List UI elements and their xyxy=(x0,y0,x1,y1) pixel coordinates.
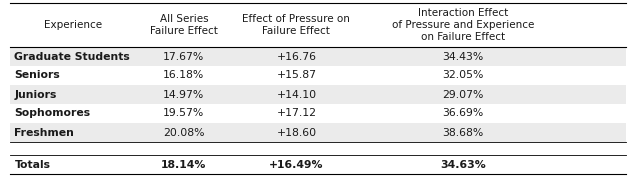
Text: 20.08%: 20.08% xyxy=(163,127,205,138)
Text: +18.60: +18.60 xyxy=(277,127,317,138)
Text: 29.07%: 29.07% xyxy=(442,89,483,100)
Text: 38.68%: 38.68% xyxy=(443,127,483,138)
Text: Freshmen: Freshmen xyxy=(15,127,74,138)
Text: 17.67%: 17.67% xyxy=(163,51,204,62)
Text: 36.69%: 36.69% xyxy=(443,108,483,119)
Bar xyxy=(10,47,626,66)
Bar xyxy=(10,123,626,142)
Text: Experience: Experience xyxy=(44,20,102,30)
Text: 14.97%: 14.97% xyxy=(163,89,204,100)
Text: Totals: Totals xyxy=(15,159,50,169)
Text: Sophomores: Sophomores xyxy=(15,108,90,119)
Bar xyxy=(10,155,626,174)
Text: 32.05%: 32.05% xyxy=(442,70,483,81)
Text: Graduate Students: Graduate Students xyxy=(15,51,130,62)
Bar xyxy=(10,66,626,85)
Text: +16.49%: +16.49% xyxy=(269,159,324,169)
Text: Juniors: Juniors xyxy=(15,89,57,100)
Text: 34.43%: 34.43% xyxy=(443,51,483,62)
Text: 16.18%: 16.18% xyxy=(163,70,204,81)
Text: +16.76: +16.76 xyxy=(277,51,316,62)
Text: All Series
Failure Effect: All Series Failure Effect xyxy=(150,14,218,36)
Text: 19.57%: 19.57% xyxy=(163,108,204,119)
Text: 18.14%: 18.14% xyxy=(161,159,207,169)
Bar xyxy=(10,3,626,47)
Text: +17.12: +17.12 xyxy=(277,108,316,119)
Text: Seniors: Seniors xyxy=(15,70,60,81)
Bar xyxy=(10,85,626,104)
Text: +14.10: +14.10 xyxy=(277,89,317,100)
Text: Effect of Pressure on
Failure Effect: Effect of Pressure on Failure Effect xyxy=(242,14,350,36)
Text: +15.87: +15.87 xyxy=(277,70,316,81)
Bar xyxy=(10,104,626,123)
Text: 34.63%: 34.63% xyxy=(440,159,486,169)
Text: Interaction Effect
of Pressure and Experience
on Failure Effect: Interaction Effect of Pressure and Exper… xyxy=(392,8,534,42)
